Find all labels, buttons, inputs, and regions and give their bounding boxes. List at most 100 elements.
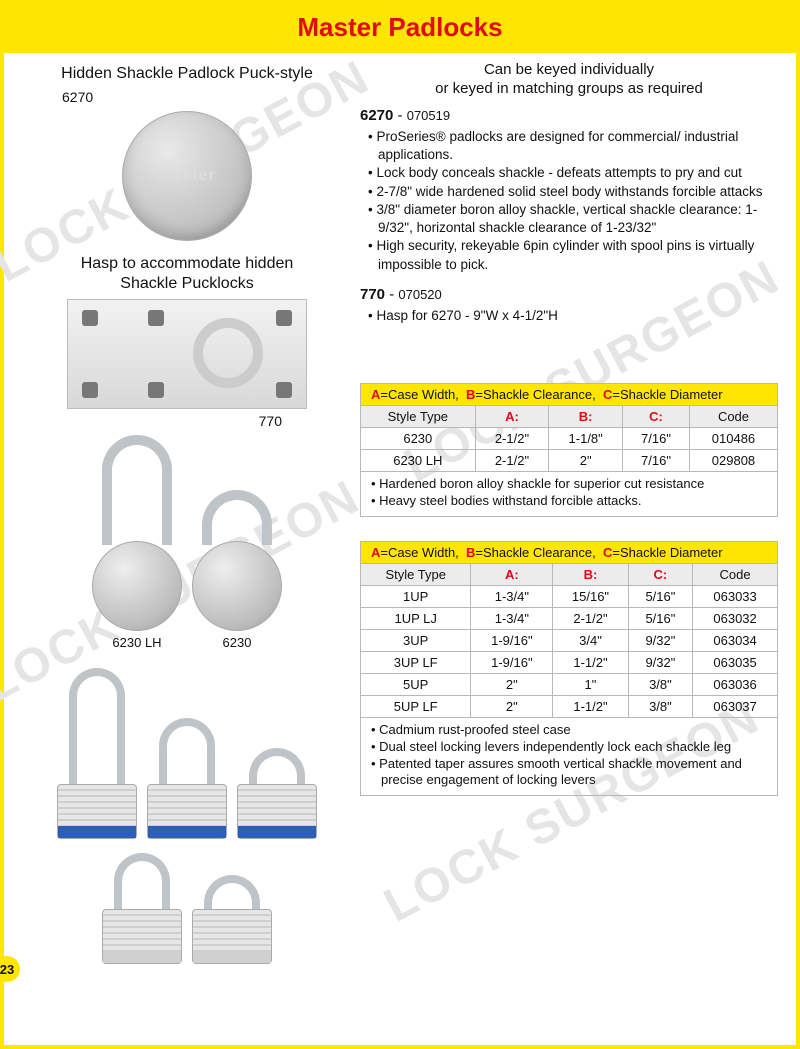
table-cell: 063033 <box>693 585 778 607</box>
table-row: 6230 LH2-1/2"2"7/16"029808 <box>361 449 778 471</box>
table-cell: 1UP LJ <box>361 607 471 629</box>
table-cell: 6230 LH <box>361 449 476 471</box>
table-cell: 9/32" <box>628 629 693 651</box>
right-column: Can be keyed individually or keyed in ma… <box>352 61 778 964</box>
table-cell: 1" <box>553 673 628 695</box>
table-cell: 3/8" <box>628 673 693 695</box>
col-style: Style Type <box>361 405 476 427</box>
padlock-6230-image: 6230 <box>192 490 282 650</box>
padlock-laminated-image <box>57 668 137 839</box>
table-cell: 2" <box>471 695 553 717</box>
intro-line1: Can be keyed individually <box>360 61 778 78</box>
page-number: 23 <box>0 956 20 982</box>
spec-table-up: A=Case Width, B=Shackle Clearance, C=Sha… <box>360 541 778 718</box>
table-row: 3UP LF1-9/16"1-1/2"9/32"063035 <box>361 651 778 673</box>
list-item: High security, rekeyable 6pin cylinder w… <box>364 237 778 273</box>
table-cell: 010486 <box>689 427 777 449</box>
table-cell: 063034 <box>693 629 778 651</box>
table-legend: A=Case Width, B=Shackle Clearance, C=Sha… <box>361 541 778 563</box>
table1-notes: Hardened boron alloy shackle for superio… <box>360 472 778 517</box>
puck-padlock-image: Master <box>122 111 252 241</box>
list-item: 3/8" diameter boron alloy shackle, verti… <box>364 201 778 237</box>
table-cell: 2-1/2" <box>475 427 549 449</box>
title-bar: Master Padlocks <box>4 4 796 53</box>
table-cell: 029808 <box>689 449 777 471</box>
label-6230: 6230 <box>223 635 252 650</box>
puck-sku: 6270 <box>22 89 352 105</box>
spec-770-bullets: Hasp for 6270 - 9"W x 4-1/2"H <box>364 307 778 325</box>
list-item: Dual steel locking levers independently … <box>369 739 769 756</box>
spec-770-model: 770 <box>360 286 385 303</box>
padlock-laminated-silver-image <box>102 853 182 964</box>
spec-770-head: 770 - 070520 <box>360 286 778 303</box>
puck-heading: Hidden Shackle Padlock Puck-style <box>22 65 352 83</box>
col-c: C: <box>623 405 690 427</box>
list-item: Cadmium rust-proofed steel case <box>369 722 769 739</box>
table-cell: 1-3/4" <box>471 585 553 607</box>
table-cell: 1-9/16" <box>471 651 553 673</box>
table2-notes: Cadmium rust-proofed steel caseDual stee… <box>360 718 778 797</box>
col-code: Code <box>689 405 777 427</box>
table-cell: 7/16" <box>623 449 690 471</box>
left-column: Hidden Shackle Padlock Puck-style 6270 M… <box>22 61 352 964</box>
spec-6270-model: 6270 <box>360 107 393 124</box>
table-header-row: Style Type A: B: C: Code <box>361 405 778 427</box>
table-cell: 6230 <box>361 427 476 449</box>
table-cell: 2-1/2" <box>475 449 549 471</box>
table-cell: 2-1/2" <box>553 607 628 629</box>
table1-body: 62302-1/2"1-1/8"7/16"0104866230 LH2-1/2"… <box>361 427 778 471</box>
table-cell: 063036 <box>693 673 778 695</box>
table-cell: 063032 <box>693 607 778 629</box>
table-row: 1UP LJ1-3/4"2-1/2"5/16"063032 <box>361 607 778 629</box>
table-legend: A=Case Width, B=Shackle Clearance, C=Sha… <box>361 383 778 405</box>
table-row: 62302-1/2"1-1/8"7/16"010486 <box>361 427 778 449</box>
col-b: B: <box>549 405 623 427</box>
table-cell: 063035 <box>693 651 778 673</box>
padlock-6230lh-image: 6230 LH <box>92 435 182 650</box>
table-cell: 15/16" <box>553 585 628 607</box>
spec-6270-head: 6270 - 070519 <box>360 107 778 124</box>
table-cell: 1-9/16" <box>471 629 553 651</box>
padlock-laminated-image <box>237 748 317 839</box>
table-cell: 1UP <box>361 585 471 607</box>
page-title: Master Padlocks <box>4 12 796 43</box>
table-row: 3UP1-9/16"3/4"9/32"063034 <box>361 629 778 651</box>
col-a: A: <box>471 563 553 585</box>
list-item: ProSeries® padlocks are designed for com… <box>364 128 778 164</box>
hasp-sku: 770 <box>22 413 352 429</box>
padlock-laminated-silver-image <box>192 875 272 964</box>
table-cell: 5/16" <box>628 607 693 629</box>
spec-6270-code: 070519 <box>407 108 450 123</box>
table-cell: 1-3/4" <box>471 607 553 629</box>
table-row: 5UP2"1"3/8"063036 <box>361 673 778 695</box>
table-row: 5UP LF2"1-1/2"3/8"063037 <box>361 695 778 717</box>
table-cell: 1-1/2" <box>553 651 628 673</box>
col-code: Code <box>693 563 778 585</box>
col-c: C: <box>628 563 693 585</box>
table-cell: 5/16" <box>628 585 693 607</box>
table-cell: 063037 <box>693 695 778 717</box>
list-item: Hasp for 6270 - 9"W x 4-1/2"H <box>364 307 778 325</box>
table-cell: 2" <box>471 673 553 695</box>
table-cell: 7/16" <box>623 427 690 449</box>
list-item: Hardened boron alloy shackle for superio… <box>369 476 769 493</box>
table-row: 1UP1-3/4"15/16"5/16"063033 <box>361 585 778 607</box>
list-item: 2-7/8" wide hardened solid steel body wi… <box>364 183 778 201</box>
hasp-heading-l1: Hasp to accommodate hidden <box>22 255 352 273</box>
col-a: A: <box>475 405 549 427</box>
padlock-laminated-image <box>147 718 227 839</box>
intro-line2: or keyed in matching groups as required <box>360 80 778 97</box>
col-style: Style Type <box>361 563 471 585</box>
table-cell: 9/32" <box>628 651 693 673</box>
table-cell: 5UP LF <box>361 695 471 717</box>
table-cell: 1-1/2" <box>553 695 628 717</box>
list-item: Heavy steel bodies withstand forcible at… <box>369 493 769 510</box>
hasp-image <box>67 299 307 409</box>
label-6230lh: 6230 LH <box>112 635 161 650</box>
table-header-row: Style Type A: B: C: Code <box>361 563 778 585</box>
table-cell: 3/8" <box>628 695 693 717</box>
spec-6270-bullets: ProSeries® padlocks are designed for com… <box>364 128 778 274</box>
table-cell: 5UP <box>361 673 471 695</box>
table-cell: 3UP LF <box>361 651 471 673</box>
table-cell: 1-1/8" <box>549 427 623 449</box>
